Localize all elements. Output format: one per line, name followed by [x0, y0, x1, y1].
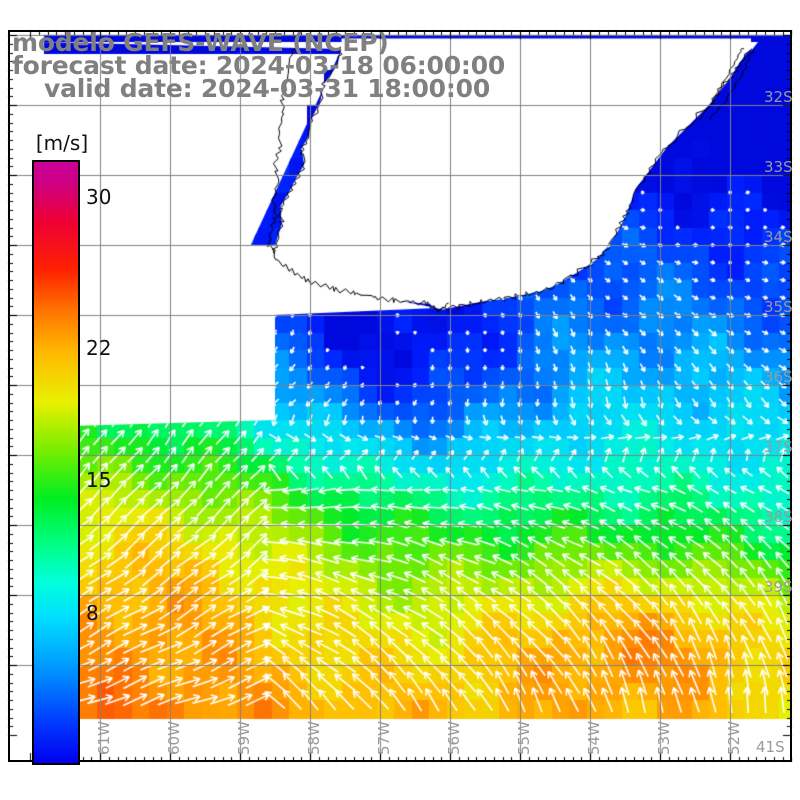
- longitude-label-58W: 58W: [305, 721, 323, 755]
- valid-date-title: valid date: 2024-03-31 18:00:00: [44, 74, 491, 103]
- longitude-label-60W: 60W: [165, 721, 183, 755]
- latitude-label-36S: 36S: [764, 368, 793, 386]
- colorbar: [32, 160, 80, 765]
- longitude-label-53W: 53W: [655, 721, 673, 755]
- graticule-grid-layer: [10, 32, 790, 760]
- longitude-label-57W: 57W: [375, 721, 393, 755]
- longitude-label-59W: 59W: [235, 721, 253, 755]
- map-plot-area: [10, 32, 790, 760]
- latitude-label-33S: 33S: [764, 158, 793, 176]
- forecast-date-title: forecast date: 2024-03-18 06:00:00: [12, 51, 506, 80]
- latitude-label-38S: 38S: [764, 508, 793, 526]
- map-plot-frame: [8, 30, 792, 762]
- latitude-label-34S: 34S: [764, 228, 793, 246]
- colorbar-tick-15: 15: [86, 468, 112, 493]
- model-title: modelo GEFS-WAVE (NCEP): [12, 28, 389, 57]
- colorbar-tick-30: 30: [86, 184, 112, 209]
- colorbar-unit-label: [m/s]: [35, 131, 89, 155]
- colorbar-gradient: [32, 160, 80, 765]
- longitude-label-55W: 55W: [515, 721, 533, 755]
- colorbar-tick-22: 22: [86, 336, 112, 361]
- longitude-label-52W: 52W: [725, 721, 743, 755]
- latitude-label-32S: 32S: [764, 88, 793, 106]
- longitude-label-54W: 54W: [585, 721, 603, 755]
- longitude-label-61W: 61W: [95, 721, 113, 755]
- latitude-label-35S: 35S: [764, 298, 793, 316]
- latitude-label-37S: 37S: [764, 438, 793, 456]
- latitude-label-39S: 39S: [764, 578, 793, 596]
- colorbar-tick-8: 8: [86, 600, 99, 625]
- latitude-label-corner: 41S: [756, 738, 785, 756]
- longitude-label-56W: 56W: [445, 721, 463, 755]
